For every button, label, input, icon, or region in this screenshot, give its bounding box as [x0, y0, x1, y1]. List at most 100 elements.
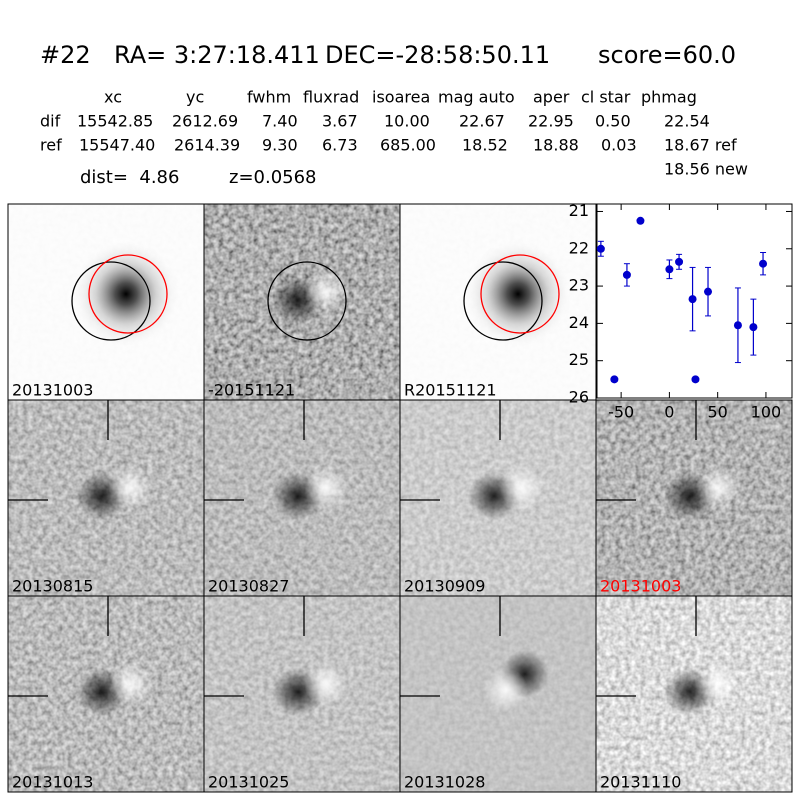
dipole-light	[696, 662, 740, 706]
stamp	[204, 204, 400, 400]
stamp-border	[595, 595, 793, 793]
stamp-label: 20131013	[12, 773, 93, 792]
stamp	[596, 400, 792, 596]
y-tick-label: 26	[569, 388, 589, 407]
dipole-light	[304, 662, 348, 706]
stamp-label: 20131028	[404, 773, 485, 792]
dipole-light	[484, 668, 528, 712]
aperture	[267, 261, 347, 341]
stamp	[400, 596, 596, 792]
point	[749, 323, 758, 332]
column-header: cl star	[581, 88, 631, 107]
y-tick-label: 21	[569, 201, 589, 220]
stamp-label: 20130827	[208, 577, 289, 596]
cell: 22.95	[528, 112, 574, 131]
column-header: yc	[186, 88, 204, 107]
point	[596, 244, 605, 253]
point	[688, 295, 697, 304]
dipole-light	[500, 466, 544, 510]
point	[622, 270, 631, 279]
cell: 0.50	[595, 112, 631, 131]
column-header: fluxrad	[303, 88, 359, 107]
y-tick-label: 23	[569, 276, 589, 295]
stamp-label: 20131003	[600, 577, 681, 596]
x-tick-label: 0	[664, 403, 674, 422]
stamp	[8, 204, 204, 400]
stamp	[204, 596, 400, 792]
cell: 10.00	[384, 112, 430, 131]
column-header: mag auto	[438, 88, 515, 107]
x-tick-label: -50	[608, 403, 634, 422]
point	[636, 216, 645, 225]
column-header: phmag	[641, 88, 697, 107]
stamp	[8, 400, 204, 596]
cell: 3.67	[322, 112, 358, 131]
stamps: 20131003 -20151121 R20151121 20130815 201308…	[7, 203, 793, 793]
dipole-light	[304, 270, 348, 314]
row-label: dif	[40, 112, 61, 131]
cell: 2614.39	[174, 136, 240, 155]
dipole-light	[108, 662, 152, 706]
point	[665, 265, 674, 274]
stamp	[400, 204, 596, 400]
stamp	[204, 400, 400, 596]
point	[759, 259, 768, 268]
stamp-label: R20151121	[404, 381, 497, 400]
column-header: fwhm	[247, 88, 291, 107]
cell: 7.40	[262, 112, 298, 131]
stamp-label: -20151121	[208, 381, 295, 400]
cell: 22.54	[664, 112, 710, 131]
aperture-ref	[88, 254, 168, 334]
dipole-light	[304, 466, 348, 510]
y-tick-label: 25	[569, 350, 589, 369]
cell: 18.67 ref	[664, 136, 737, 155]
cell: 6.73	[322, 136, 358, 155]
cell: 15547.40	[79, 136, 155, 155]
note: 18.56 new	[664, 160, 748, 179]
cell: 15542.85	[77, 112, 153, 131]
stamp-label: 20131110	[600, 773, 681, 792]
column-header: isoarea	[372, 88, 430, 107]
ra: RA= 3:27:18.411	[114, 41, 320, 69]
object-id: #22	[40, 41, 91, 69]
column-header: xc	[104, 88, 122, 107]
galaxy	[463, 239, 573, 349]
y-tick-label: 24	[569, 313, 589, 332]
dist: dist= 4.86	[80, 167, 179, 188]
dec: DEC=-28:58:50.11	[325, 41, 550, 69]
point	[733, 321, 742, 330]
stamp	[8, 596, 204, 792]
y-tick-label: 22	[569, 238, 589, 257]
column-header: aper	[533, 88, 570, 107]
x-tick-label: 100	[751, 403, 782, 422]
x-tick-label: 50	[707, 403, 727, 422]
aperture-ref	[480, 254, 560, 334]
cell: 685.00	[380, 136, 436, 155]
cell: 18.52	[462, 136, 508, 155]
cell: 18.88	[533, 136, 579, 155]
redshift: z=0.0568	[229, 167, 317, 188]
cell: 22.67	[459, 112, 505, 131]
cell: 9.30	[262, 136, 298, 155]
dipole-light	[696, 466, 740, 510]
point	[675, 257, 684, 266]
texts: #22 RA= 3:27:18.411 DEC=-28:58:50.11 score=…	[40, 41, 748, 188]
score: score=60.0	[598, 41, 736, 69]
plot: 21 22 23 24 25 26 -50 0 50 100	[569, 201, 793, 422]
aperture	[463, 261, 543, 341]
dipole-light	[108, 466, 152, 510]
cell: 2612.69	[172, 112, 238, 131]
stamp-label: 20131025	[208, 773, 289, 792]
point	[704, 287, 713, 296]
stamp-label: 20130909	[404, 577, 485, 596]
stamp	[400, 400, 596, 596]
cell: 0.03	[601, 136, 637, 155]
galaxy	[71, 239, 181, 349]
stamp-label: 20130815	[12, 577, 93, 596]
stamp	[596, 596, 792, 792]
row-label: ref	[40, 136, 62, 155]
aperture	[71, 261, 151, 341]
stamp-label: 20131003	[12, 381, 93, 400]
